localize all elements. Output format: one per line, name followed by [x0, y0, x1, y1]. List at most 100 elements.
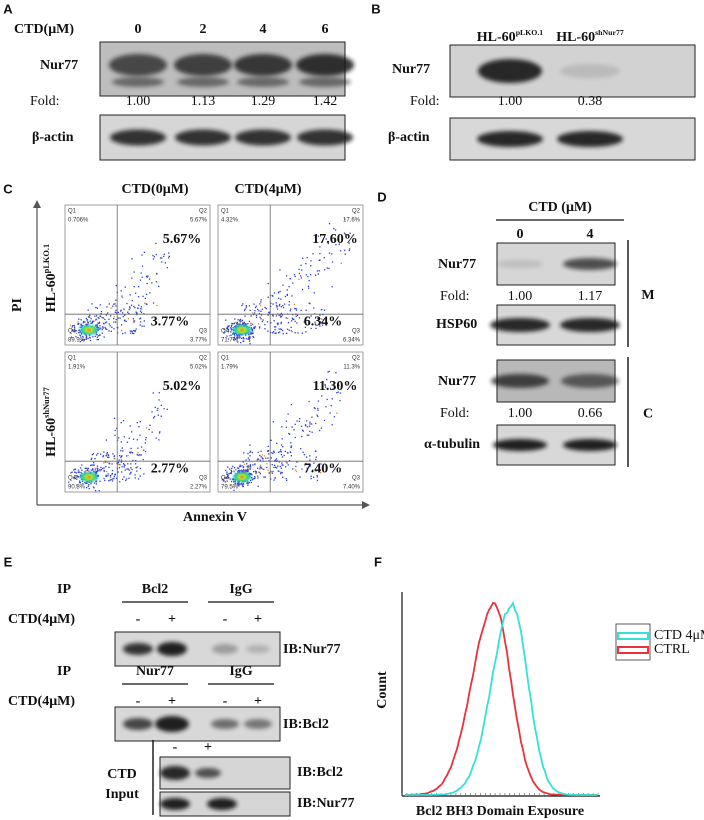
- event: [302, 430, 304, 432]
- event: [288, 329, 290, 331]
- event: [130, 471, 132, 473]
- event: [309, 430, 311, 433]
- event: [333, 385, 335, 388]
- event: [259, 459, 261, 461]
- event: [233, 489, 235, 491]
- event: [110, 478, 112, 481]
- event: [160, 404, 162, 406]
- event: [306, 434, 308, 436]
- fold-value: 1.13: [191, 94, 216, 109]
- event: [97, 326, 99, 328]
- event: [305, 425, 307, 427]
- event: [97, 469, 99, 472]
- event: [247, 465, 250, 467]
- event: [279, 314, 282, 316]
- event: [286, 294, 288, 296]
- event: [158, 392, 160, 394]
- event: [348, 242, 350, 244]
- event: [233, 333, 235, 336]
- event: [319, 314, 321, 316]
- event: [328, 267, 330, 270]
- event: [232, 339, 235, 341]
- event: [101, 332, 103, 334]
- event: [95, 325, 97, 327]
- event: [310, 265, 312, 267]
- event: [311, 423, 313, 425]
- event: [319, 429, 321, 432]
- event: [338, 243, 340, 245]
- quadrant-name: Q4: [68, 476, 77, 482]
- event: [234, 338, 237, 341]
- event: [229, 335, 231, 337]
- event: [301, 435, 303, 438]
- legend-frame: [615, 623, 651, 661]
- event: [264, 323, 266, 326]
- event: [225, 319, 227, 321]
- event: [249, 465, 251, 468]
- event: [316, 474, 318, 477]
- event: [108, 480, 110, 482]
- event: [317, 415, 319, 417]
- event: [97, 452, 99, 455]
- event: [116, 427, 118, 429]
- fraction-label: C: [643, 407, 653, 422]
- event: [139, 279, 142, 281]
- event: [245, 324, 247, 326]
- event: [121, 296, 124, 299]
- event: [274, 459, 277, 461]
- event: [236, 482, 239, 484]
- event: [124, 469, 126, 471]
- event: [285, 478, 287, 480]
- event: [289, 310, 291, 312]
- event: [306, 456, 308, 458]
- event: [324, 269, 326, 271]
- blot-label: HSP60: [436, 317, 477, 332]
- event: [319, 321, 322, 323]
- event: [292, 468, 294, 470]
- event: [86, 467, 88, 469]
- event: [315, 450, 317, 452]
- event: [144, 302, 146, 304]
- event: [344, 253, 346, 255]
- quadrant-value: 4.32%: [221, 218, 239, 224]
- event: [293, 429, 295, 431]
- event: [120, 422, 122, 424]
- event: [120, 456, 122, 459]
- event: [240, 469, 243, 471]
- event: [75, 472, 77, 474]
- event: [87, 322, 89, 324]
- event: [91, 457, 93, 459]
- event: [245, 323, 247, 325]
- event: [279, 303, 281, 306]
- event: [282, 329, 284, 332]
- event: [108, 466, 110, 469]
- event: [151, 411, 153, 413]
- input-label: CTD: [107, 767, 137, 782]
- event: [75, 330, 77, 332]
- event: [279, 269, 281, 271]
- fold-value: 1.29: [251, 94, 276, 109]
- event: [302, 288, 304, 291]
- event: [127, 468, 129, 470]
- event: [80, 319, 82, 321]
- event: [105, 314, 108, 316]
- event: [242, 323, 244, 326]
- event: [241, 465, 243, 467]
- event: [258, 471, 260, 473]
- event: [108, 463, 111, 465]
- event: [99, 468, 101, 471]
- treatment-sign: +: [254, 612, 262, 627]
- event: [137, 447, 139, 449]
- event: [336, 392, 338, 394]
- event: [141, 446, 143, 448]
- event: [309, 464, 312, 466]
- event: [274, 329, 276, 331]
- event: [93, 462, 95, 464]
- event: [135, 328, 137, 330]
- event: [128, 437, 130, 439]
- event: [272, 470, 274, 473]
- event: [243, 338, 245, 340]
- ip-label: IP: [57, 582, 71, 597]
- event: [140, 306, 142, 308]
- event: [327, 242, 329, 245]
